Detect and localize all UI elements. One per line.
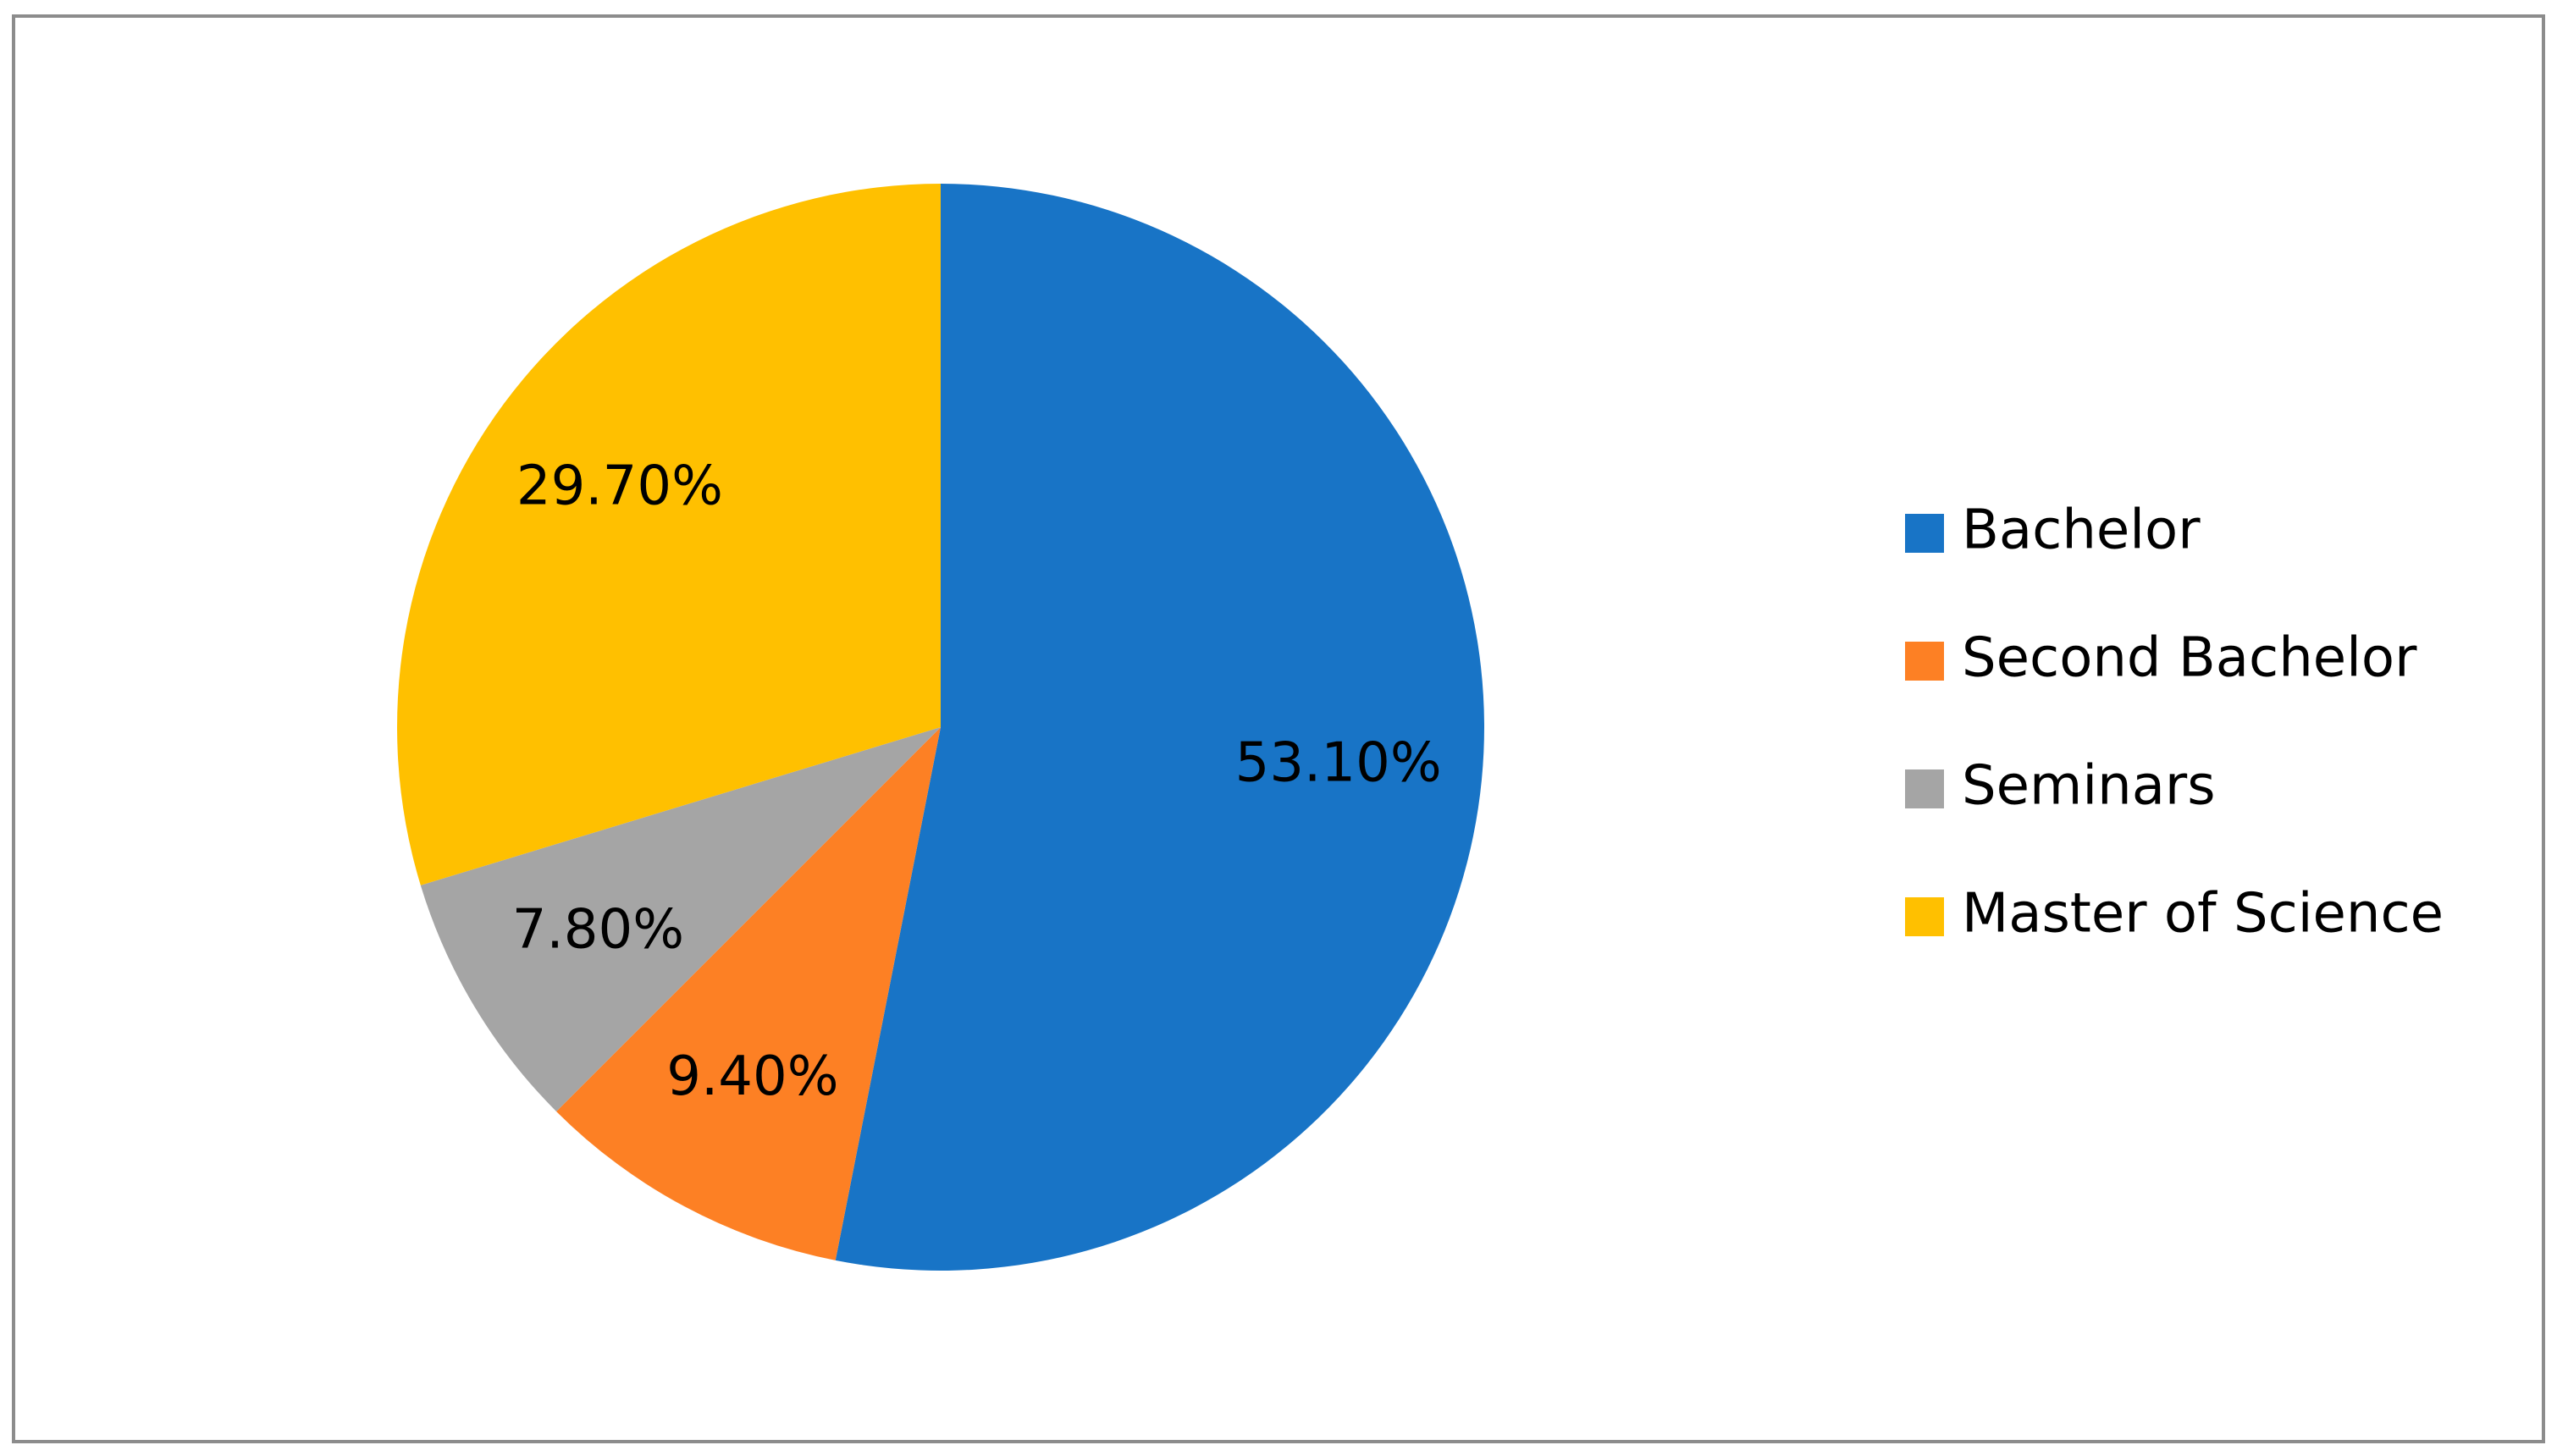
- pie-slice: [835, 184, 1485, 1271]
- legend-label: Seminars: [1962, 755, 2216, 818]
- data-label: 29.70%: [516, 455, 723, 518]
- data-label: 9.40%: [666, 1045, 838, 1108]
- pie-slice: [420, 727, 941, 1111]
- legend-label: Bachelor: [1962, 499, 2201, 562]
- data-label: 7.80%: [512, 898, 684, 961]
- pie-slice: [556, 727, 941, 1260]
- legend-swatch: [1905, 514, 1944, 553]
- legend-swatch: [1905, 769, 1944, 808]
- legend-swatch: [1905, 897, 1944, 936]
- legend-swatch: [1905, 642, 1944, 681]
- pie-slice: [396, 184, 941, 885]
- legend-label: Second Bachelor: [1962, 627, 2417, 690]
- data-label: 53.10%: [1235, 731, 1442, 794]
- legend-label: Master of Science: [1962, 883, 2444, 946]
